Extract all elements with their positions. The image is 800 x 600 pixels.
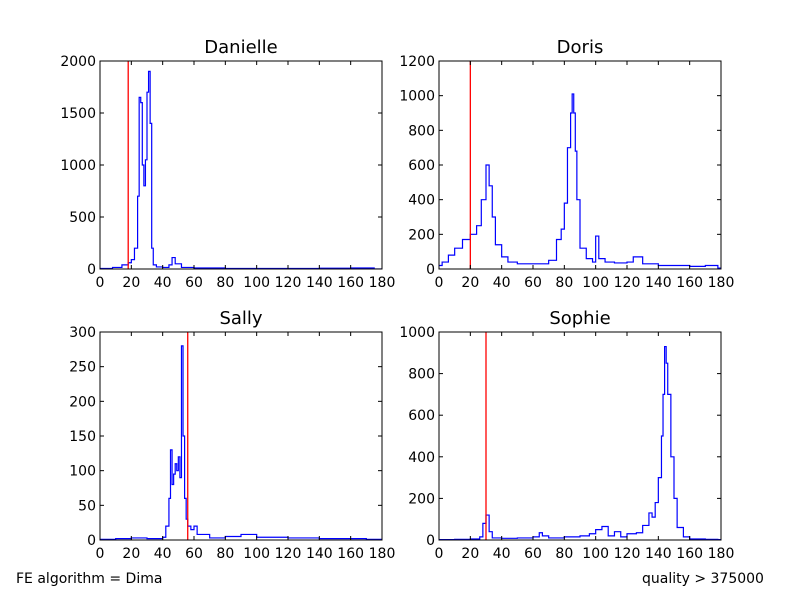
y-tick-label: 800 xyxy=(408,367,435,383)
x-tick-label: 160 xyxy=(676,275,703,291)
x-tick-label: 20 xyxy=(461,275,479,291)
x-tick-label: 80 xyxy=(555,546,573,562)
histogram-series xyxy=(100,70,382,269)
y-tick-label: 0 xyxy=(426,262,435,278)
y-tick-label: 400 xyxy=(408,450,435,466)
y-tick-label: 500 xyxy=(69,210,96,226)
panel-title: Doris xyxy=(557,37,604,58)
x-tick-label: 80 xyxy=(555,275,573,291)
y-tick-label: 150 xyxy=(69,429,96,445)
x-tick-label: 80 xyxy=(216,275,234,291)
panel-sophie: 0 20 40 60 80 100 120 140 160 180 0 200 400 600 800 100… xyxy=(399,308,734,562)
x-tick-label: 180 xyxy=(369,275,396,291)
y-tick-label: 200 xyxy=(408,491,435,507)
panel-sally: 0 20 40 60 80 100 120 140 160 180 0 50 100 150 200 250 3… xyxy=(69,308,395,562)
y-tick-label: 1000 xyxy=(60,158,96,174)
x-tick-label: 180 xyxy=(708,546,735,562)
y-tick-label: 0 xyxy=(87,533,96,549)
histogram-series xyxy=(100,345,382,540)
y-tick-label: 50 xyxy=(78,498,96,514)
y-tick-label: 0 xyxy=(87,262,96,278)
x-tick-label: 0 xyxy=(96,275,105,291)
y-tick-label: 0 xyxy=(426,533,435,549)
x-tick-label: 140 xyxy=(645,275,672,291)
x-tick-label: 60 xyxy=(185,546,203,562)
x-tick-label: 100 xyxy=(582,546,609,562)
axes-frame xyxy=(438,331,722,541)
axes-frame xyxy=(99,331,383,541)
x-tick-label: 0 xyxy=(96,546,105,562)
x-tick-label: 20 xyxy=(461,546,479,562)
panel-doris: 0 20 40 60 80 100 120 140 160 180 0 200 400 600 800 100… xyxy=(399,37,734,291)
footer-algorithm-label: FE algorithm = Dima xyxy=(16,571,163,587)
x-tick-label: 60 xyxy=(185,275,203,291)
y-tick-label: 200 xyxy=(69,394,96,410)
x-tick-label: 140 xyxy=(645,546,672,562)
panel-title: Sophie xyxy=(549,308,610,329)
y-tick-label: 250 xyxy=(69,360,96,376)
x-tick-label: 160 xyxy=(676,546,703,562)
x-tick-label: 40 xyxy=(154,546,172,562)
y-tick-label: 1000 xyxy=(399,89,435,105)
x-tick-label: 60 xyxy=(524,546,542,562)
y-tick-label: 800 xyxy=(408,123,435,139)
x-tick-label: 120 xyxy=(275,546,302,562)
x-tick-label: 0 xyxy=(435,546,444,562)
y-tick-label: 2000 xyxy=(60,54,96,70)
x-tick-label: 140 xyxy=(306,546,333,562)
panel-title: Danielle xyxy=(204,37,277,58)
x-tick-label: 120 xyxy=(614,546,641,562)
y-tick-label: 100 xyxy=(69,464,96,480)
x-tick-label: 20 xyxy=(122,546,140,562)
panel-danielle: 0 20 40 60 80 100 120 140 160 180 0 500 1000 1500 2000… xyxy=(60,37,395,291)
x-tick-label: 20 xyxy=(122,275,140,291)
histogram-series xyxy=(439,345,721,540)
x-tick-label: 40 xyxy=(493,546,511,562)
x-tick-label: 180 xyxy=(708,275,735,291)
panel-title: Sally xyxy=(219,308,262,329)
y-tick-label: 1200 xyxy=(399,54,435,70)
y-tick-label: 300 xyxy=(69,325,96,341)
x-tick-label: 60 xyxy=(524,275,542,291)
x-tick-label: 40 xyxy=(493,275,511,291)
x-tick-label: 160 xyxy=(337,546,364,562)
y-tick-label: 400 xyxy=(408,193,435,209)
y-tick-label: 600 xyxy=(408,158,435,174)
y-tick-label: 1500 xyxy=(60,106,96,122)
x-tick-label: 0 xyxy=(435,275,444,291)
footer-quality-label: quality > 375000 xyxy=(642,571,764,587)
x-tick-label: 100 xyxy=(243,275,270,291)
y-tick-label: 1000 xyxy=(399,325,435,341)
x-tick-label: 160 xyxy=(337,275,364,291)
x-tick-label: 80 xyxy=(216,546,234,562)
x-tick-label: 40 xyxy=(154,275,172,291)
y-tick-label: 600 xyxy=(408,408,435,424)
y-tick-label: 200 xyxy=(408,227,435,243)
x-tick-label: 100 xyxy=(243,546,270,562)
x-tick-label: 100 xyxy=(582,275,609,291)
x-tick-label: 140 xyxy=(306,275,333,291)
x-tick-label: 120 xyxy=(614,275,641,291)
x-tick-label: 180 xyxy=(369,546,396,562)
x-tick-label: 120 xyxy=(275,275,302,291)
histogram-series xyxy=(439,93,721,269)
